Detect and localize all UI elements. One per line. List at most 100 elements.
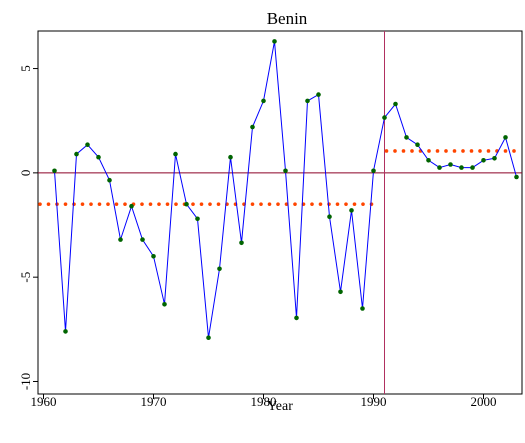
mean-dot: [284, 202, 289, 206]
mean-dot: [435, 149, 440, 153]
data-point: [217, 266, 222, 272]
mean-dot: [114, 202, 119, 206]
x-axis-label: Year: [267, 399, 293, 414]
data-point: [272, 39, 277, 44]
x-tick-label: 1980: [251, 394, 277, 409]
data-point: [349, 208, 354, 213]
mean-dot: [444, 149, 448, 153]
data-point: [129, 203, 134, 209]
reference-lines: [38, 31, 522, 394]
mean-dot: [452, 149, 457, 153]
data-point: [437, 165, 442, 170]
data-point: [426, 158, 431, 163]
data-point: [470, 165, 475, 170]
data-point: [382, 115, 387, 120]
data-point: [415, 142, 420, 147]
mean-dot: [259, 202, 263, 206]
mean-dot: [310, 202, 314, 206]
mean-dot: [199, 202, 204, 206]
data-point: [360, 306, 365, 311]
mean-dot: [512, 149, 516, 153]
data-point: [173, 151, 178, 157]
y-tick-label: 0: [18, 170, 33, 177]
data-point: [195, 216, 200, 222]
mean-dot: [89, 202, 93, 206]
data-point: [338, 289, 343, 295]
mean-dot: [191, 202, 195, 206]
data-point: [305, 98, 310, 104]
data-point: [162, 302, 167, 307]
data-point: [228, 154, 233, 160]
y-axis: 5 0 -5 -10: [18, 65, 38, 390]
mean-dot: [250, 202, 255, 206]
data-markers: [52, 39, 519, 341]
x-tick-label: 1990: [361, 394, 387, 409]
mean-dot: [344, 202, 348, 206]
data-point: [96, 154, 101, 160]
data-point: [459, 165, 464, 170]
data-point: [393, 101, 398, 107]
mean-dot: [293, 202, 297, 206]
y-tick-label: -10: [18, 373, 33, 390]
y-tick-label: 5: [18, 65, 33, 72]
mean-dot: [427, 149, 431, 153]
data-point: [503, 135, 508, 140]
mean-dot: [401, 149, 406, 153]
x-tick-label: 1960: [31, 394, 57, 409]
data-line: [54, 41, 517, 338]
mean-dot: [318, 202, 323, 206]
mean-dot: [461, 149, 465, 153]
mean-series: [38, 149, 516, 206]
data-point: [481, 158, 486, 163]
data-point: [118, 237, 123, 242]
mean-dot: [216, 202, 221, 206]
data-point: [151, 253, 156, 259]
data-point: [316, 92, 321, 97]
data-point: [261, 98, 266, 104]
data-point: [404, 135, 409, 140]
mean-dot: [106, 202, 110, 206]
chart-title: Benin: [267, 9, 308, 28]
mean-dot: [410, 149, 414, 153]
mean-dot: [276, 202, 280, 206]
mean-dot: [38, 202, 42, 206]
mean-dot: [123, 202, 127, 206]
x-axis: 1960 1970 1980 1990 2000: [31, 394, 497, 409]
data-point: [63, 329, 68, 334]
data-point: [371, 168, 376, 174]
mean-dot: [97, 202, 102, 206]
data-point: [206, 335, 211, 341]
data-point: [448, 162, 453, 167]
data-point: [250, 124, 255, 130]
data-point: [294, 315, 299, 321]
mean-dot: [148, 202, 153, 206]
mean-dot: [46, 202, 51, 206]
data-point: [327, 214, 332, 219]
mean-dot: [80, 202, 85, 206]
data-point: [52, 168, 57, 174]
data-point: [140, 237, 145, 242]
mean-dot: [352, 202, 357, 206]
data-point: [492, 156, 497, 161]
mean-dot: [503, 149, 508, 153]
x-tick-label: 2000: [471, 394, 497, 409]
x-tick-label: 1970: [141, 394, 167, 409]
data-point: [514, 174, 519, 180]
mean-dot: [384, 149, 389, 153]
mean-dot: [72, 202, 76, 206]
data-point: [283, 168, 288, 174]
mean-dot: [469, 149, 474, 153]
mean-dot: [174, 202, 178, 206]
mean-dot: [335, 202, 340, 206]
data-point: [184, 201, 189, 207]
y-tick-label: -5: [18, 272, 33, 283]
mean-dot: [327, 202, 331, 206]
mean-dot: [486, 149, 491, 153]
data-point: [85, 142, 90, 147]
mean-dot: [157, 202, 161, 206]
mean-dot: [478, 149, 482, 153]
mean-dot: [267, 202, 272, 206]
data-point: [107, 177, 112, 183]
mean-dot: [393, 149, 397, 153]
data-point: [239, 240, 244, 246]
